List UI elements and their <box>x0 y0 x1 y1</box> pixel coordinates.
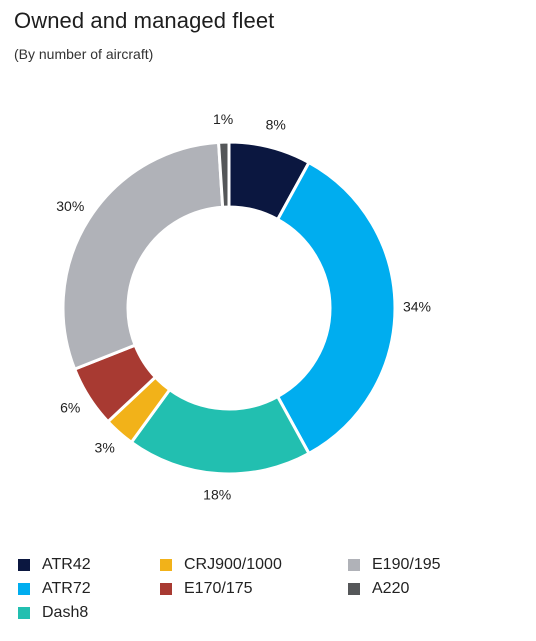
slice-atr72 <box>275 160 397 456</box>
legend-label: A220 <box>372 580 410 597</box>
legend-swatch <box>18 607 30 619</box>
legend-label: E170/175 <box>184 580 253 597</box>
legend-item-a220: A220 <box>348 579 518 599</box>
data-label-a220: 1% <box>213 111 233 127</box>
legend-label: ATR42 <box>42 556 91 573</box>
data-label-atr72: 34% <box>403 299 431 315</box>
legend-label: Dash8 <box>42 604 89 621</box>
chart-legend: ATR42 CRJ900/1000 E190/195 ATR72 E170/175 A22… <box>18 555 528 623</box>
donut-chart: 8% 34% 18% 3% 6% 30% 1% <box>56 111 431 503</box>
legend-label: E190/195 <box>372 556 441 573</box>
legend-item-e170-175: E170/175 <box>160 579 348 599</box>
legend-swatch <box>160 559 172 571</box>
legend-swatch <box>18 559 30 571</box>
data-label-atr42: 8% <box>266 117 286 133</box>
slice-e190-195 <box>61 140 225 372</box>
chart-title: Owned and managed fleet <box>14 8 275 33</box>
data-label-e170-175: 6% <box>60 399 80 415</box>
legend-item-dash8: Dash8 <box>18 603 160 623</box>
legend-swatch <box>160 583 172 595</box>
legend-swatch <box>18 583 30 595</box>
data-label-e190-195: 30% <box>56 198 84 214</box>
slice-a220 <box>216 140 231 209</box>
legend-swatch <box>348 559 360 571</box>
legend-swatch <box>348 583 360 595</box>
data-label-dash8: 18% <box>203 486 231 502</box>
data-label-crj900-1000: 3% <box>95 440 115 456</box>
legend-item-atr42: ATR42 <box>18 555 160 575</box>
chart-subtitle: (By number of aircraft) <box>14 46 154 62</box>
legend-label: CRJ900/1000 <box>184 556 282 573</box>
legend-label: ATR72 <box>42 580 91 597</box>
legend-item-crj900-1000: CRJ900/1000 <box>160 555 348 575</box>
legend-item-e190-195: E190/195 <box>348 555 518 575</box>
legend-item-atr72: ATR72 <box>18 579 160 599</box>
